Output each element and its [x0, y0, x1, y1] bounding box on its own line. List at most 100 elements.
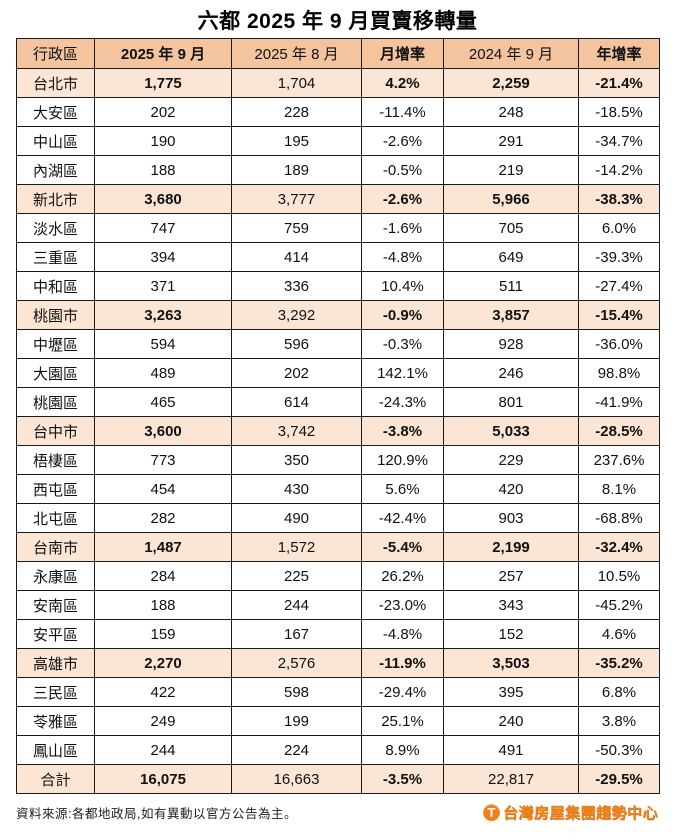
table-row-西屯區: 西屯區 454 430 5.6% 420 8.1% — [16, 474, 660, 504]
value-cell: 420 — [443, 474, 579, 504]
column-header-3: 月增率 — [361, 38, 444, 69]
value-cell: -27.4% — [578, 271, 660, 301]
table-row-台南市: 台南市 1,487 1,572 -5.4% 2,199 -32.4% — [16, 532, 660, 562]
value-cell: 3,600 — [94, 416, 232, 446]
value-cell: 8.1% — [578, 474, 660, 504]
region-cell: 鳳山區 — [16, 735, 95, 765]
region-cell: 台中市 — [16, 416, 95, 446]
value-cell: 414 — [231, 242, 362, 272]
value-cell: 120.9% — [361, 445, 444, 475]
column-header-5: 年增率 — [578, 38, 660, 69]
value-cell: -3.5% — [361, 764, 444, 794]
page-title: 六都 2025 年 9 月買賣移轉量 — [197, 10, 478, 33]
region-cell: 永康區 — [16, 561, 95, 591]
region-cell: 高雄市 — [16, 648, 95, 678]
table-row-台中市: 台中市 3,600 3,742 -3.8% 5,033 -28.5% — [16, 416, 660, 446]
value-cell: 5,966 — [443, 184, 579, 214]
value-cell: 5,033 — [443, 416, 579, 446]
table-row-合計: 合計 16,075 16,663 -3.5% 22,817 -29.5% — [16, 764, 660, 794]
table-row-淡水區: 淡水區 747 759 -1.6% 705 6.0% — [16, 213, 660, 243]
value-cell: 1,572 — [231, 532, 362, 562]
value-cell: 246 — [443, 358, 579, 388]
value-cell: 159 — [94, 619, 232, 649]
region-cell: 內湖區 — [16, 155, 95, 185]
column-header-4: 2024 年 9 月 — [443, 38, 579, 69]
value-cell: -45.2% — [578, 590, 660, 620]
column-header-0: 行政區 — [16, 38, 95, 69]
table-row-永康區: 永康區 284 225 26.2% 257 10.5% — [16, 561, 660, 591]
table-row-鳳山區: 鳳山區 244 224 8.9% 491 -50.3% — [16, 735, 660, 765]
value-cell: -4.8% — [361, 242, 444, 272]
column-header-2: 2025 年 8 月 — [231, 38, 362, 69]
value-cell: 25.1% — [361, 706, 444, 736]
value-cell: -4.8% — [361, 619, 444, 649]
brand-logo-text: 台灣房屋集團趨勢中心 — [502, 805, 658, 822]
value-cell: 2,270 — [94, 648, 232, 678]
value-cell: -23.0% — [361, 590, 444, 620]
value-cell: -29.5% — [578, 764, 660, 794]
region-cell: 淡水區 — [16, 213, 95, 243]
value-cell: -2.6% — [361, 126, 444, 156]
value-cell: 282 — [94, 503, 232, 533]
value-cell: 6.8% — [578, 677, 660, 707]
value-cell: 244 — [231, 590, 362, 620]
value-cell: -5.4% — [361, 532, 444, 562]
value-cell: 152 — [443, 619, 579, 649]
value-cell: 190 — [94, 126, 232, 156]
table-row-安平區: 安平區 159 167 -4.8% 152 4.6% — [16, 619, 660, 649]
region-cell: 桃園市 — [16, 300, 95, 330]
value-cell: 188 — [94, 590, 232, 620]
value-cell: 350 — [231, 445, 362, 475]
value-cell: 244 — [94, 735, 232, 765]
value-cell: 16,075 — [94, 764, 232, 794]
value-cell: 248 — [443, 97, 579, 127]
value-cell: -28.5% — [578, 416, 660, 446]
value-cell: -38.3% — [578, 184, 660, 214]
value-cell: 219 — [443, 155, 579, 185]
value-cell: 422 — [94, 677, 232, 707]
value-cell: 594 — [94, 329, 232, 359]
region-cell: 中壢區 — [16, 329, 95, 359]
value-cell: 511 — [443, 271, 579, 301]
value-cell: 167 — [231, 619, 362, 649]
region-cell: 三重區 — [16, 242, 95, 272]
value-cell: 3,777 — [231, 184, 362, 214]
table-row-三民區: 三民區 422 598 -29.4% 395 6.8% — [16, 677, 660, 707]
value-cell: 237.6% — [578, 445, 660, 475]
region-cell: 台南市 — [16, 532, 95, 562]
value-cell: 3,680 — [94, 184, 232, 214]
table-row-三重區: 三重區 394 414 -4.8% 649 -39.3% — [16, 242, 660, 272]
source-note: 資料來源:各都地政局,如有異動以官方公告為主。 — [16, 807, 297, 821]
value-cell: -24.3% — [361, 387, 444, 417]
value-cell: 26.2% — [361, 561, 444, 591]
region-cell: 安平區 — [16, 619, 95, 649]
value-cell: 394 — [94, 242, 232, 272]
region-cell: 合計 — [16, 764, 95, 794]
value-cell: 2,199 — [443, 532, 579, 562]
brand-logo-icon: T — [482, 804, 500, 821]
value-cell: -14.2% — [578, 155, 660, 185]
value-cell: -0.9% — [361, 300, 444, 330]
value-cell: 4.6% — [578, 619, 660, 649]
region-cell: 台北市 — [16, 68, 95, 98]
value-cell: 430 — [231, 474, 362, 504]
value-cell: 343 — [443, 590, 579, 620]
value-cell: -3.8% — [361, 416, 444, 446]
value-cell: -32.4% — [578, 532, 660, 562]
value-cell: 3,503 — [443, 648, 579, 678]
value-cell: -68.8% — [578, 503, 660, 533]
value-cell: 22,817 — [443, 764, 579, 794]
value-cell: 3,263 — [94, 300, 232, 330]
value-cell: 490 — [231, 503, 362, 533]
value-cell: 596 — [231, 329, 362, 359]
value-cell: 3,292 — [231, 300, 362, 330]
value-cell: 249 — [94, 706, 232, 736]
value-cell: -50.3% — [578, 735, 660, 765]
region-cell: 三民區 — [16, 677, 95, 707]
value-cell: 16,663 — [231, 764, 362, 794]
value-cell: 773 — [94, 445, 232, 475]
table-row-桃園區: 桃園區 465 614 -24.3% 801 -41.9% — [16, 387, 660, 417]
value-cell: 3.8% — [578, 706, 660, 736]
value-cell: -2.6% — [361, 184, 444, 214]
table-row-桃園市: 桃園市 3,263 3,292 -0.9% 3,857 -15.4% — [16, 300, 660, 330]
